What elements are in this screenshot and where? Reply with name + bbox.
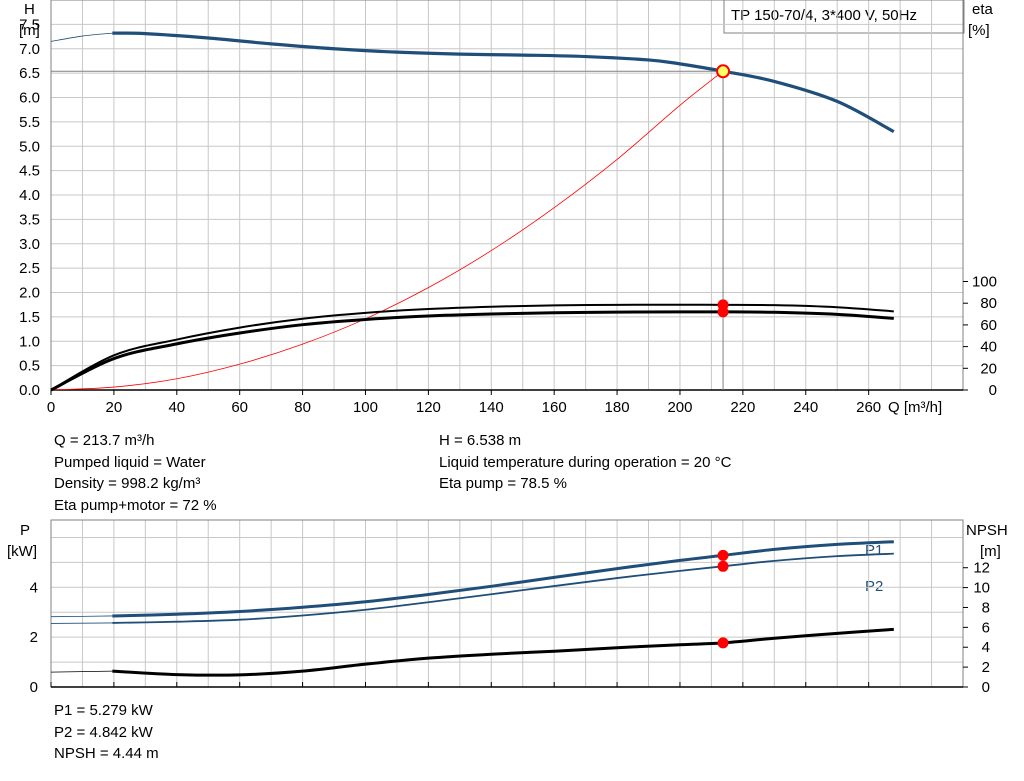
npsh-axis-label-unit: [m] (980, 543, 1001, 560)
x-tick-label: 100 (353, 399, 378, 416)
head-tick-label: 5.5 (19, 114, 40, 131)
head-tick-label: 4.0 (19, 187, 40, 204)
p2-curve-label: P2 (865, 578, 883, 595)
head-tick-label: 2.0 (19, 285, 40, 302)
power-tick-label: 0 (30, 679, 38, 696)
head-tick-label: 5.0 (19, 138, 40, 155)
head-tick-label: 3.0 (19, 236, 40, 253)
x-tick-label: 160 (542, 399, 567, 416)
info-liquid-temperature: Liquid temperature during operation = 20… (439, 453, 732, 471)
x-tick-label: 120 (416, 399, 441, 416)
npsh-operating-marker (717, 637, 729, 649)
npsh-tick-label: 12 (973, 560, 990, 577)
info-block-bottom: P1 = 5.279 kW P2 = 4.842 kW NPSH = 4.44 … (54, 700, 159, 765)
head-axis-label-symbol: H (24, 1, 35, 18)
x-tick-label: 240 (793, 399, 818, 416)
x-tick-label: 140 (479, 399, 504, 416)
head-tick-label: 2.5 (19, 260, 40, 277)
power-tick-label: 4 (30, 579, 38, 596)
x-tick-label: 180 (605, 399, 630, 416)
npsh-curve (112, 627, 894, 677)
info-head: H = 6.538 m (439, 432, 522, 449)
head-tick-label: 7.0 (19, 41, 40, 58)
info-eta-pump: Eta pump = 78.5 % (439, 475, 567, 492)
head-tick-label: 6.5 (19, 65, 40, 82)
head-tick-label: 7.5 (19, 16, 40, 33)
x-tick-label: 20 (106, 399, 123, 416)
eta-tick-label: 100 (972, 274, 997, 291)
eta-total-operating-marker (717, 306, 729, 318)
info-block-right: H = 6.538 m Liquid temperature during op… (439, 430, 731, 495)
p2-curve (112, 552, 894, 624)
power-axis-label-unit: [kW] (7, 543, 37, 560)
npsh-tick-label: 8 (982, 599, 990, 616)
x-tick-label: 260 (856, 399, 881, 416)
head-curve (112, 31, 895, 134)
npsh-tick-label: 10 (973, 580, 990, 597)
x-tick-label: 0 (47, 399, 55, 416)
head-tick-label: 0.0 (19, 382, 40, 399)
p1-curve-label: P1 (865, 542, 883, 559)
eta-tick-label: 60 (980, 317, 997, 334)
head-axis-label-unit: [m] (19, 22, 40, 39)
power-tick-label: 2 (30, 629, 38, 646)
p1-curve-extension (50, 615, 113, 618)
npsh-tick-label: 2 (982, 659, 990, 676)
power-npsh-plot: 0 2 4 0 2 4 6 8 10 12 (30, 519, 990, 696)
chart-title: TP 150-70/4, 3*400 V, 50Hz (731, 7, 917, 24)
head-curve-extension (50, 32, 113, 42)
x-tick-label: 220 (730, 399, 755, 416)
npsh-axis-label-symbol: NPSH (966, 522, 1008, 539)
info-npsh: NPSH = 4.44 m (54, 745, 159, 762)
info-p1: P1 = 5.279 kW (54, 702, 153, 719)
x-tick-label: 60 (231, 399, 248, 416)
p2-curve-extension (50, 622, 113, 624)
title-box (723, 0, 965, 34)
x-tick-label: 200 (667, 399, 692, 416)
info-density: Density = 998.2 kg/m³ (54, 475, 201, 492)
flow-axis-label: Q [m³/h] (888, 399, 942, 416)
npsh-tick-label: 0 (982, 679, 990, 696)
head-efficiency-plot: 0 20 40 60 80 100 120 140 160 180 200 220 240 2600.00… (19, 0, 997, 416)
info-p2: P2 = 4.842 kW (54, 723, 153, 741)
head-tick-label: 4.5 (19, 163, 40, 180)
eta-tick-label: 20 (980, 360, 997, 377)
x-tick-label: 40 (168, 399, 185, 416)
eta-axis-label-unit: [%] (968, 22, 990, 39)
info-flow: Q = 213.7 m³/h (54, 432, 155, 449)
eta-axis-label-symbol: eta (972, 1, 994, 18)
system-curve (50, 70, 724, 391)
info-pumped-liquid: Pumped liquid = Water (54, 453, 206, 471)
eta-pump-curve (50, 303, 894, 391)
info-eta-total: Eta pump+motor = 72 % (54, 496, 217, 514)
info-block-left: Q = 213.7 m³/h Pumped liquid = Water Den… (54, 430, 217, 516)
power-axis-label-symbol: P (20, 522, 30, 539)
eta-tick-label: 40 (980, 339, 997, 356)
eta-total-curve (50, 310, 894, 392)
npsh-curve-extension (50, 670, 113, 673)
p1-curve (112, 540, 894, 618)
eta-tick-label: 0 (989, 382, 997, 399)
p2-operating-marker (717, 560, 729, 572)
duty-point-marker (716, 64, 731, 79)
eta-tick-label: 80 (980, 295, 997, 312)
head-tick-label: 1.0 (19, 333, 40, 350)
x-tick-label: 80 (294, 399, 311, 416)
head-tick-label: 3.5 (19, 211, 40, 228)
head-tick-label: 1.5 (19, 309, 40, 326)
npsh-tick-label: 4 (982, 639, 990, 656)
head-tick-label: 0.5 (19, 358, 40, 375)
p1-operating-marker (717, 549, 729, 561)
head-tick-label: 6.0 (19, 90, 40, 107)
npsh-tick-label: 6 (982, 619, 990, 636)
